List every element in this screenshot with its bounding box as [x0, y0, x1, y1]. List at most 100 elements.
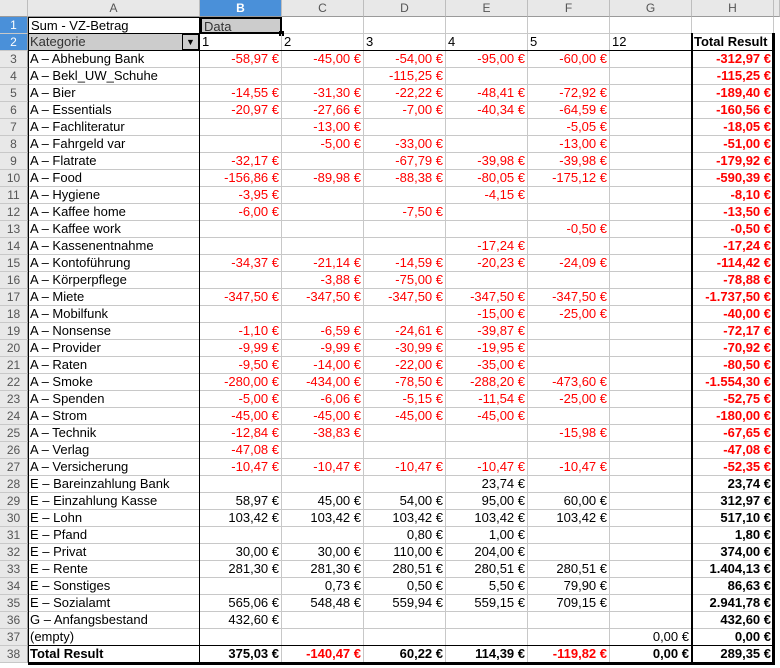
value-cell[interactable]: -5,15 €: [364, 391, 446, 408]
value-cell[interactable]: [282, 442, 364, 459]
value-cell[interactable]: -10,47 €: [528, 459, 610, 476]
value-cell[interactable]: -0,50 €: [528, 221, 610, 238]
value-cell[interactable]: -3,88 €: [282, 272, 364, 289]
row-header-28[interactable]: 28: [0, 476, 28, 493]
category-label[interactable]: E – Privat: [28, 544, 200, 561]
value-cell[interactable]: [282, 629, 364, 646]
column-header-C[interactable]: C: [282, 0, 364, 17]
row-total-cell[interactable]: -13,50 €: [692, 204, 774, 221]
value-cell[interactable]: [282, 527, 364, 544]
row-header-31[interactable]: 31: [0, 527, 28, 544]
value-cell[interactable]: [610, 68, 692, 85]
value-cell[interactable]: 204,00 €: [446, 544, 528, 561]
value-cell[interactable]: -347,50 €: [282, 289, 364, 306]
value-cell[interactable]: [610, 289, 692, 306]
value-cell[interactable]: [610, 51, 692, 68]
value-cell[interactable]: [282, 187, 364, 204]
empty-cell[interactable]: [610, 17, 692, 34]
value-cell[interactable]: 30,00 €: [200, 544, 282, 561]
value-cell[interactable]: -10,47 €: [200, 459, 282, 476]
value-cell[interactable]: -40,34 €: [446, 102, 528, 119]
value-cell[interactable]: [610, 595, 692, 612]
value-cell[interactable]: [282, 238, 364, 255]
total-result-label[interactable]: Total Result: [28, 646, 200, 663]
value-cell[interactable]: 30,00 €: [282, 544, 364, 561]
value-cell[interactable]: -288,20 €: [446, 374, 528, 391]
category-label[interactable]: A – Provider: [28, 340, 200, 357]
value-cell[interactable]: [528, 476, 610, 493]
value-cell[interactable]: [364, 221, 446, 238]
row-header-9[interactable]: 9: [0, 153, 28, 170]
value-cell[interactable]: -58,97 €: [200, 51, 282, 68]
value-cell[interactable]: [364, 187, 446, 204]
value-cell[interactable]: -10,47 €: [364, 459, 446, 476]
row-header-21[interactable]: 21: [0, 357, 28, 374]
column-value-2[interactable]: 2: [282, 34, 364, 51]
value-cell[interactable]: [610, 323, 692, 340]
value-cell[interactable]: -13,00 €: [282, 119, 364, 136]
value-cell[interactable]: -31,30 €: [282, 85, 364, 102]
value-cell[interactable]: [610, 459, 692, 476]
row-total-cell[interactable]: 312,97 €: [692, 493, 774, 510]
value-cell[interactable]: [282, 204, 364, 221]
category-label[interactable]: A – Food: [28, 170, 200, 187]
kategorie-field-button[interactable]: Kategorie: [28, 34, 200, 51]
row-total-cell[interactable]: -67,65 €: [692, 425, 774, 442]
kategorie-dropdown-icon[interactable]: ▼: [182, 34, 199, 50]
value-cell[interactable]: -24,09 €: [528, 255, 610, 272]
value-cell[interactable]: -60,00 €: [528, 51, 610, 68]
value-cell[interactable]: [610, 255, 692, 272]
row-total-cell[interactable]: -0,50 €: [692, 221, 774, 238]
value-cell[interactable]: [610, 136, 692, 153]
value-cell[interactable]: -12,84 €: [200, 425, 282, 442]
row-header-13[interactable]: 13: [0, 221, 28, 238]
value-cell[interactable]: -32,17 €: [200, 153, 282, 170]
category-label[interactable]: A – Fachliteratur: [28, 119, 200, 136]
category-label[interactable]: A – Kaffee home: [28, 204, 200, 221]
category-label[interactable]: A – Kaffee work: [28, 221, 200, 238]
value-cell[interactable]: [610, 102, 692, 119]
row-header-30[interactable]: 30: [0, 510, 28, 527]
value-cell[interactable]: -115,25 €: [364, 68, 446, 85]
value-cell[interactable]: -473,60 €: [528, 374, 610, 391]
value-cell[interactable]: 95,00 €: [446, 493, 528, 510]
category-label[interactable]: A – Kontoführung: [28, 255, 200, 272]
value-cell[interactable]: 103,42 €: [528, 510, 610, 527]
row-header-25[interactable]: 25: [0, 425, 28, 442]
value-cell[interactable]: [200, 272, 282, 289]
row-total-cell[interactable]: -40,00 €: [692, 306, 774, 323]
row-header-34[interactable]: 34: [0, 578, 28, 595]
value-cell[interactable]: [528, 238, 610, 255]
value-cell[interactable]: [200, 136, 282, 153]
row-total-cell[interactable]: 0,00 €: [692, 629, 774, 646]
value-cell[interactable]: -14,55 €: [200, 85, 282, 102]
category-label[interactable]: A – Technik: [28, 425, 200, 442]
row-header-2[interactable]: 2: [0, 34, 28, 51]
value-cell[interactable]: -88,38 €: [364, 170, 446, 187]
value-cell[interactable]: [282, 476, 364, 493]
value-cell[interactable]: 0,00 €: [610, 629, 692, 646]
value-cell[interactable]: 103,42 €: [364, 510, 446, 527]
row-total-cell[interactable]: 86,63 €: [692, 578, 774, 595]
row-total-cell[interactable]: -1.737,50 €: [692, 289, 774, 306]
value-cell[interactable]: -45,00 €: [200, 408, 282, 425]
column-header-D[interactable]: D: [364, 0, 446, 17]
value-cell[interactable]: [610, 85, 692, 102]
row-header-29[interactable]: 29: [0, 493, 28, 510]
value-cell[interactable]: -11,54 €: [446, 391, 528, 408]
value-cell[interactable]: -6,06 €: [282, 391, 364, 408]
row-header-4[interactable]: 4: [0, 68, 28, 85]
row-total-cell[interactable]: -47,08 €: [692, 442, 774, 459]
row-total-cell[interactable]: -17,24 €: [692, 238, 774, 255]
value-cell[interactable]: -175,12 €: [528, 170, 610, 187]
value-cell[interactable]: [364, 629, 446, 646]
value-cell[interactable]: -347,50 €: [446, 289, 528, 306]
category-label[interactable]: A – Körperpflege: [28, 272, 200, 289]
value-cell[interactable]: 45,00 €: [282, 493, 364, 510]
value-cell[interactable]: [610, 510, 692, 527]
value-cell[interactable]: -7,50 €: [364, 204, 446, 221]
value-cell[interactable]: -45,00 €: [446, 408, 528, 425]
value-cell[interactable]: -347,50 €: [200, 289, 282, 306]
value-cell[interactable]: [528, 187, 610, 204]
column-header-F[interactable]: F: [528, 0, 610, 17]
